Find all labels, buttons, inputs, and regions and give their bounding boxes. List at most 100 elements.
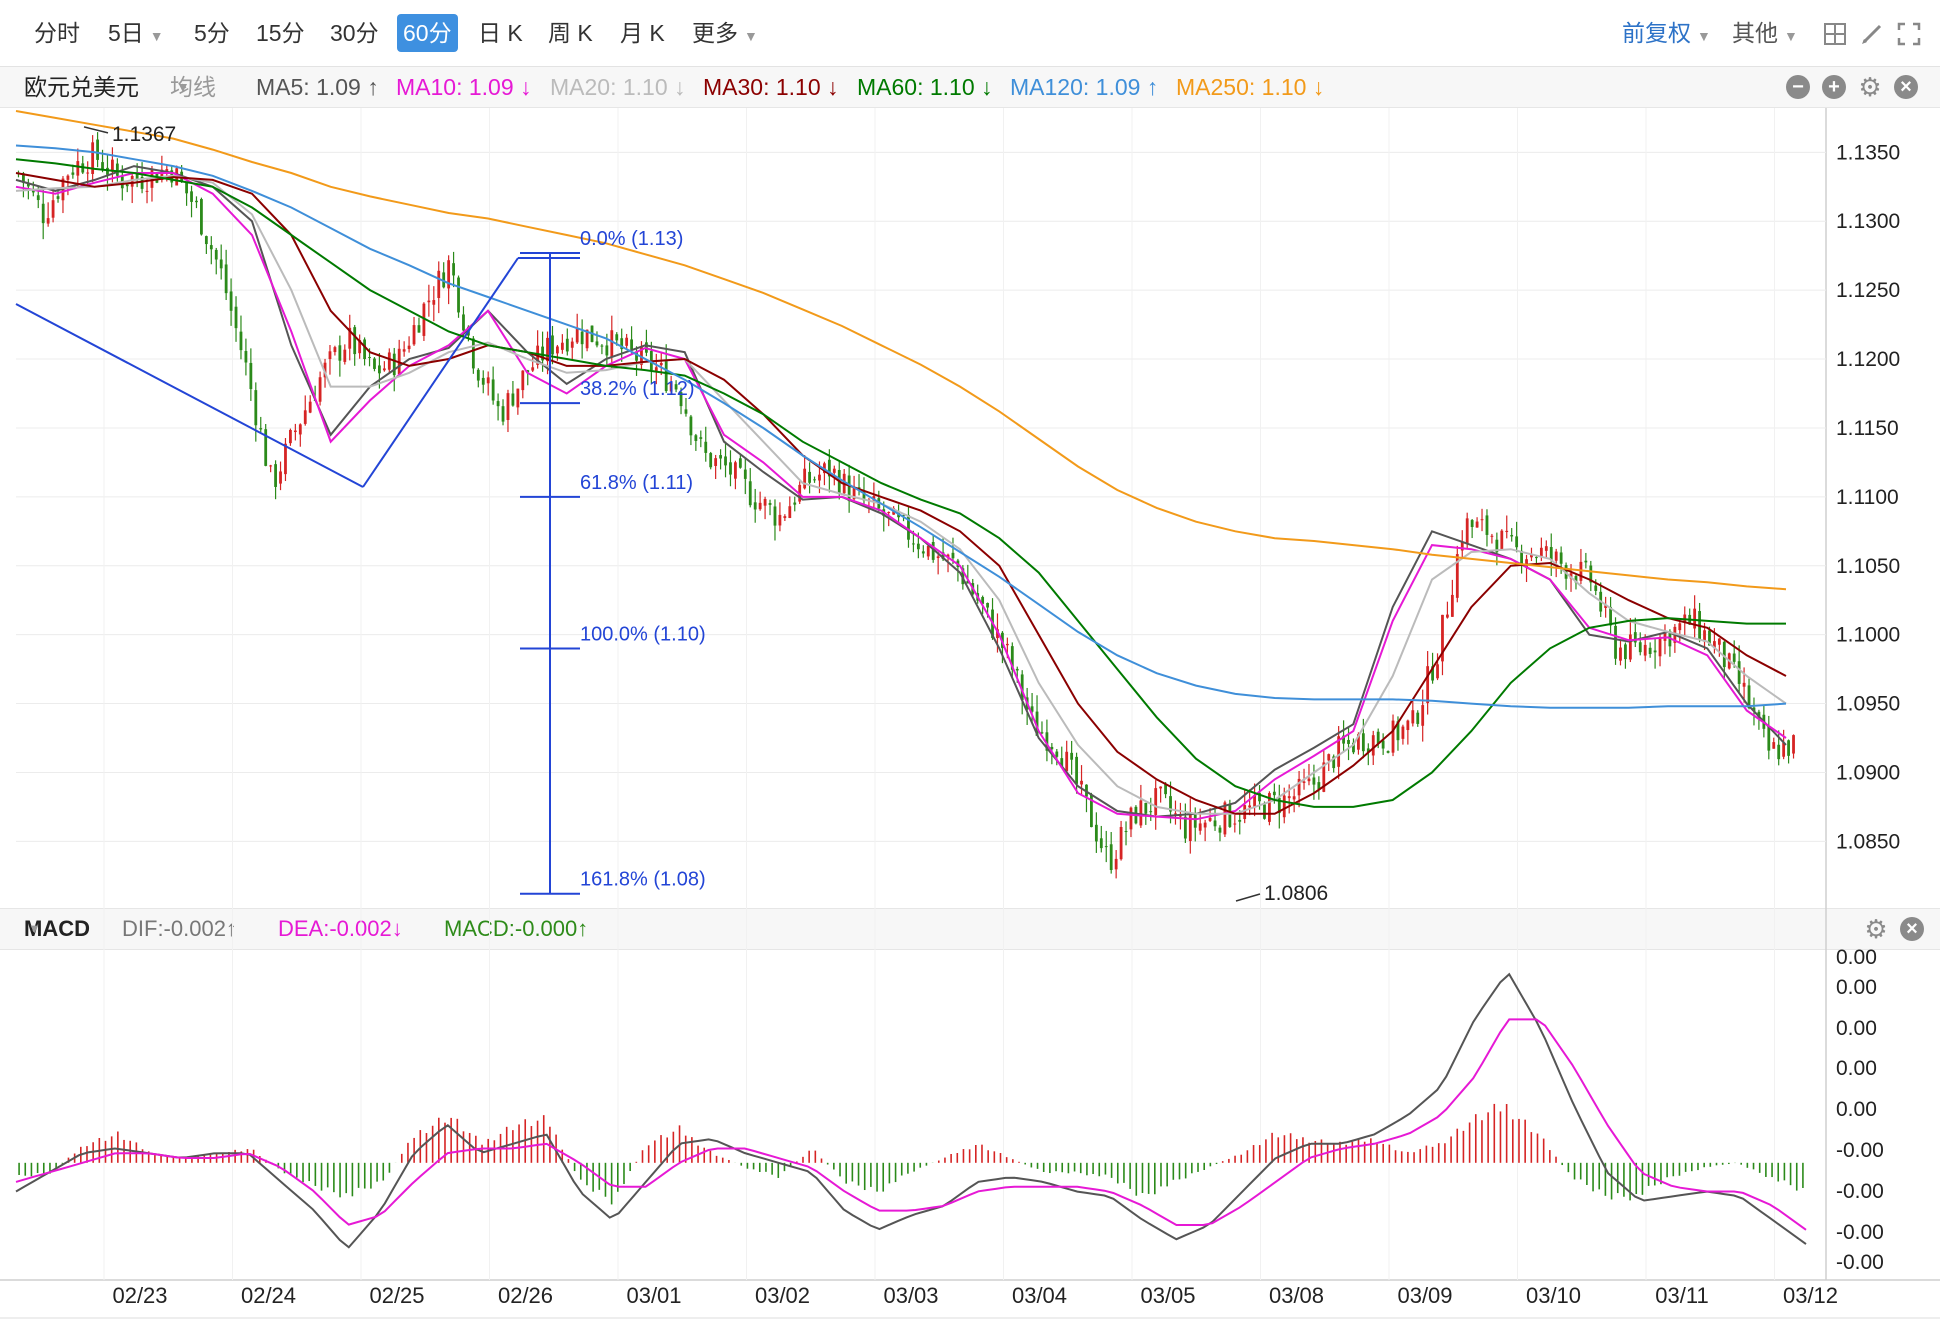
candle-body	[536, 345, 540, 365]
candle-body	[471, 338, 475, 369]
candle-body	[669, 382, 673, 392]
candle-body	[1010, 646, 1014, 670]
date-tick-label: 03/12	[1783, 1283, 1838, 1308]
candle-body	[1218, 827, 1222, 833]
candle-body	[481, 377, 485, 385]
macd-tick-label: -0.00	[1836, 1180, 1884, 1203]
macd-tick-label: 0.00	[1836, 1057, 1877, 1080]
period-tab-day[interactable]: 日 K	[478, 20, 523, 46]
candle-body	[1727, 653, 1731, 669]
candle-body	[1183, 816, 1187, 839]
candle-body	[837, 469, 841, 494]
candle-body	[452, 263, 455, 276]
candle-body	[31, 189, 35, 193]
candle-body	[467, 326, 470, 336]
candle-body	[763, 498, 767, 506]
candle-body	[1703, 630, 1706, 642]
draw-pen-icon[interactable]	[1860, 22, 1886, 48]
candle-body	[1757, 711, 1761, 718]
period-tab-60min[interactable]: 60分	[397, 14, 458, 52]
candle-body	[96, 139, 99, 160]
close-icon[interactable]: ×	[1894, 75, 1918, 99]
candle-body	[1737, 661, 1741, 684]
candle-body	[546, 337, 549, 362]
layout-grid-icon[interactable]	[1823, 22, 1849, 48]
candle-body	[936, 556, 940, 559]
period-tab-30min[interactable]: 30分	[330, 20, 379, 46]
gear-icon[interactable]: ⚙	[1864, 914, 1888, 944]
legend-dea: DEA:-0.002↓	[278, 916, 403, 941]
legend-ma120: MA120: 1.09 ↑	[1010, 74, 1159, 100]
fib-level-label: 61.8% (1.11)	[580, 472, 693, 494]
period-tab-month[interactable]: 月 K	[620, 20, 665, 46]
candle-body	[743, 469, 747, 479]
candle-body	[758, 502, 762, 510]
adjust-label: 前复权	[1622, 20, 1691, 46]
candle-body	[734, 462, 737, 479]
candle-body	[71, 172, 75, 175]
adjust-dropdown[interactable]: 前复权 ▼	[1622, 14, 1711, 52]
candle-body	[694, 435, 698, 441]
period-tab-week[interactable]: 周 K	[548, 20, 593, 46]
candle-body	[422, 303, 426, 336]
candle-body	[254, 390, 258, 426]
candle-body	[61, 178, 65, 201]
candle-body	[1001, 632, 1004, 648]
candle-body	[551, 335, 554, 355]
candle-body	[996, 629, 999, 639]
candle-body	[1722, 641, 1726, 668]
candle-body	[1352, 742, 1355, 753]
candle-body	[289, 429, 292, 444]
price-tick-label: 1.1350	[1836, 141, 1900, 164]
period-tab-5min[interactable]: 5分	[194, 20, 230, 46]
candle-body	[981, 597, 985, 604]
candle-body	[1307, 778, 1311, 782]
candle-body	[1668, 631, 1672, 647]
macd-tick-label: -0.00	[1836, 1221, 1884, 1244]
candle-body	[1238, 819, 1242, 822]
legend-ma60: MA60: 1.10 ↓	[857, 74, 993, 100]
period-tab-timeshare[interactable]: 分时	[34, 20, 80, 46]
candle-body	[511, 393, 515, 406]
more-periods-dropdown[interactable]: 更多 ▼	[692, 14, 758, 52]
candle-body	[219, 259, 223, 269]
candle-body	[654, 367, 658, 372]
candle-body	[1698, 611, 1701, 640]
ma-line-ma10	[15, 172, 1787, 821]
candle-body	[338, 345, 342, 361]
candle-body	[1643, 644, 1647, 656]
period-tab-5day[interactable]: 5日 ▼	[108, 14, 164, 52]
macd-histogram	[18, 1103, 1804, 1205]
candle-body	[1248, 805, 1252, 808]
other-dropdown[interactable]: 其他 ▼	[1732, 14, 1798, 52]
candle-body	[1589, 565, 1593, 583]
candle-body	[343, 349, 347, 362]
candle-body	[625, 337, 629, 346]
candle-body	[679, 392, 683, 407]
minus-circle-icon[interactable]: −	[1786, 75, 1810, 99]
candle-body	[1480, 519, 1484, 521]
candle-body	[1268, 793, 1271, 822]
plus-circle-icon[interactable]: +	[1822, 75, 1846, 99]
candle-body	[892, 508, 896, 515]
fib-level-label: 0.0% (1.13)	[580, 228, 683, 250]
price-tick-label: 1.1050	[1836, 555, 1900, 578]
candle-body	[1594, 585, 1598, 591]
candle-body	[1579, 561, 1583, 581]
gear-icon[interactable]: ⚙	[1858, 72, 1882, 102]
candle-body	[1624, 644, 1627, 660]
candle-body	[1060, 758, 1064, 768]
candle-body	[640, 346, 643, 365]
period-tab-15min[interactable]: 15分	[256, 20, 305, 46]
candle-body	[323, 362, 327, 378]
close-icon[interactable]: ×	[1900, 917, 1924, 941]
candle-body	[1762, 714, 1766, 729]
candle-body	[1282, 795, 1286, 818]
candle-body	[615, 334, 619, 341]
candle-body	[556, 346, 559, 354]
candle-body	[1609, 606, 1612, 626]
fullscreen-icon[interactable]	[1897, 22, 1923, 48]
candle-body	[813, 479, 816, 481]
candle-body	[1213, 820, 1217, 827]
